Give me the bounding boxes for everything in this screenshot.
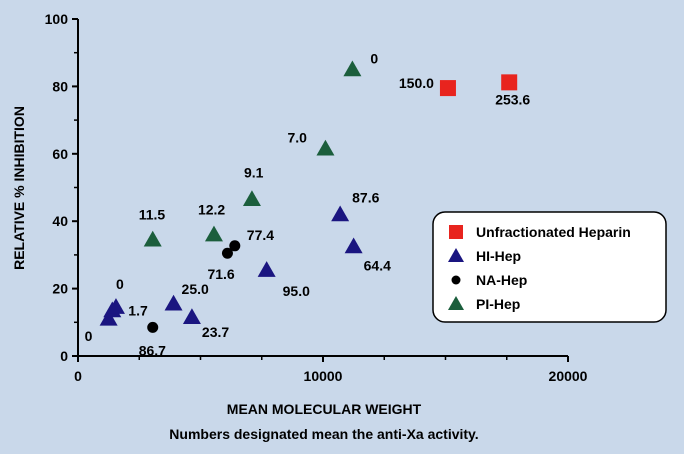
pi-hep-point	[242, 190, 261, 207]
point-label: 0	[370, 51, 378, 67]
point-label: 12.2	[198, 202, 225, 218]
legend-marker	[451, 275, 461, 285]
legend-label: NA-Hep	[476, 272, 527, 288]
x-tick-label: 10000	[304, 368, 343, 384]
point-label: 11.5	[139, 207, 166, 223]
point-label: 9.1	[244, 164, 264, 180]
point-label: 87.6	[352, 189, 379, 205]
point-label: 0	[116, 276, 124, 292]
y-tick-label: 100	[45, 11, 69, 27]
pi-hep-point	[204, 225, 223, 242]
legend-box	[432, 211, 667, 323]
pi-hep-point	[343, 60, 362, 77]
unfractionated-heparin-point	[501, 74, 518, 91]
axes: 0 20 40 60 80 100 0 10000 20000	[45, 11, 588, 384]
legend-label: PI-Hep	[476, 296, 520, 312]
legend-label: HI-Hep	[476, 248, 521, 264]
legend-label: Unfractionated Heparin	[476, 224, 631, 240]
na-hep-point	[221, 247, 233, 259]
legend-marker	[448, 248, 464, 262]
hi-hep-point	[182, 308, 201, 324]
pi-hep-point	[143, 230, 162, 247]
y-tick-label: 40	[52, 213, 68, 229]
hi-hep-point	[99, 309, 118, 326]
point-label: 7.0	[287, 130, 307, 146]
point-label: 253.6	[495, 91, 530, 107]
point-label: 95.0	[283, 283, 310, 299]
pi-hep-point	[316, 139, 335, 156]
point-label: 0	[85, 328, 93, 344]
legend-marker	[449, 225, 463, 239]
point-label: 64.4	[364, 257, 391, 273]
y-tick-label: 80	[52, 78, 68, 94]
chart-subtitle: Numbers designated mean the anti-Xa acti…	[169, 426, 478, 442]
point-label: 77.4	[247, 227, 274, 243]
unfractionated-heparin-point	[439, 80, 456, 97]
hi-hep-point	[164, 294, 183, 311]
point-label: 23.7	[202, 324, 229, 340]
y-axis-title: RELATIVE % INHIBITION	[11, 106, 27, 270]
legend: Unfractionated Heparin HI-Hep NA-Hep PI-Hep	[432, 211, 667, 323]
na-hep-point	[229, 240, 241, 252]
point-label: 86.7	[139, 342, 166, 358]
y-tick-label: 60	[52, 146, 68, 162]
y-tick-label: 0	[60, 348, 68, 364]
hi-hep-point	[344, 237, 363, 254]
y-tick-label: 20	[52, 281, 68, 297]
x-axis-title: MEAN MOLECULAR WEIGHT	[227, 401, 422, 417]
hi-hep-point	[106, 298, 125, 314]
point-label: 1.7	[128, 303, 148, 319]
na-hep-point	[147, 321, 159, 333]
hi-hep-point	[331, 205, 350, 222]
hi-hep-point	[257, 261, 276, 277]
legend-marker	[448, 296, 464, 310]
x-tick-label: 20000	[549, 368, 588, 384]
point-label: 71.6	[207, 266, 234, 282]
point-label: 25.0	[182, 281, 209, 297]
x-tick-label: 0	[74, 368, 82, 384]
plot-marks	[99, 60, 518, 333]
point-label: 150.0	[399, 75, 434, 91]
